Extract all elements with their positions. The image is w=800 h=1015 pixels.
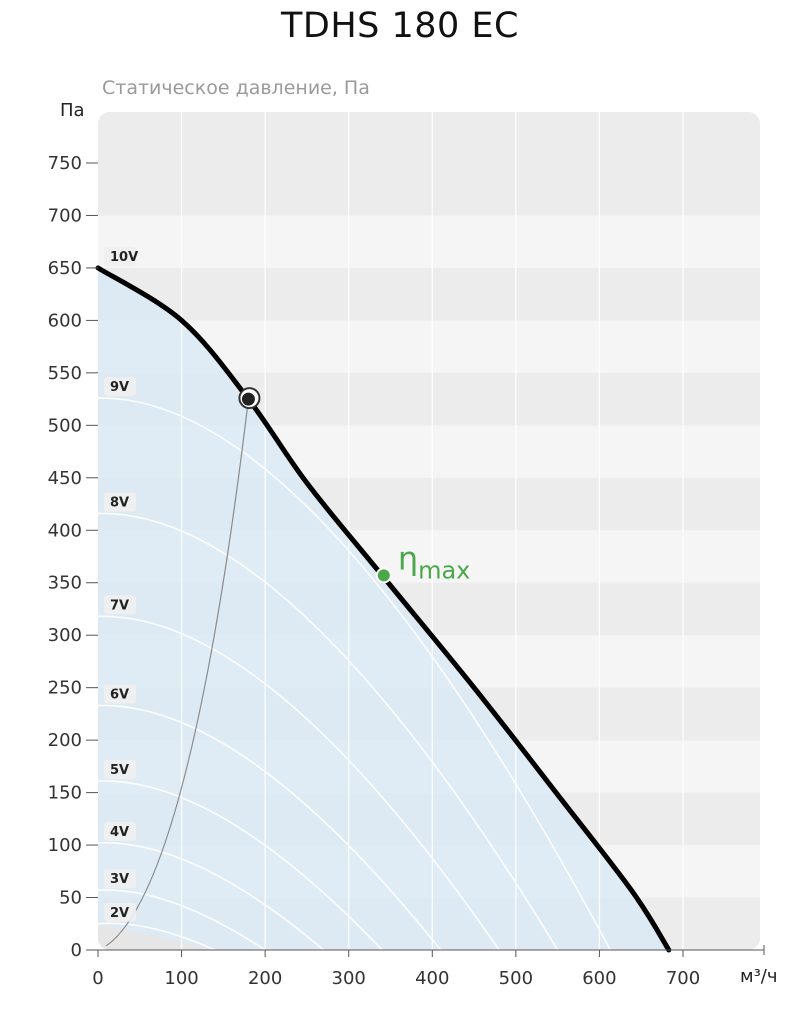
label-9V: 9V (110, 380, 129, 395)
label-8V: 8V (110, 495, 129, 510)
y-tick-label: 350 (48, 573, 82, 594)
curve-4V (98, 842, 325, 950)
grid-band (98, 267, 760, 321)
x-tick-label: 600 (582, 968, 616, 989)
label-bg (104, 869, 136, 889)
voltage-curves (98, 397, 611, 950)
label-bg (104, 684, 136, 704)
y-tick-label: 550 (48, 363, 82, 384)
label-bg (104, 377, 136, 397)
label-bg (104, 595, 136, 615)
label-bg (104, 492, 136, 512)
y-tick-label: 600 (48, 310, 82, 331)
label-4V: 4V (110, 825, 129, 840)
x-tick-label: 500 (499, 968, 533, 989)
label-10V: 10V (110, 250, 138, 265)
grid-band-top (98, 112, 760, 163)
label-bg (104, 821, 136, 841)
curve-labels: 10V 9V 8V 7V 6V 5V 4V 3V 2V (104, 246, 138, 922)
x-tick-label: 400 (415, 968, 449, 989)
operating-area (98, 267, 669, 950)
y-tick-label: 150 (48, 783, 82, 804)
x-tick-label: 300 (332, 968, 366, 989)
curve-9V (98, 397, 611, 950)
y-tick-label: 100 (48, 835, 82, 856)
x-tick-label: 100 (164, 968, 198, 989)
operating-point-dot (241, 392, 255, 406)
y-tick-label: 250 (48, 678, 82, 699)
y-tick-label: 650 (48, 258, 82, 279)
grid-band (98, 215, 760, 268)
low-region (98, 923, 215, 950)
y-tick-label: 400 (48, 520, 82, 541)
axes: 0 100 200 300 400 500 600 700 0 50 100 150 200 250 300… (48, 153, 765, 989)
label-2V: 2V (110, 906, 129, 921)
eta-symbol: η (398, 539, 418, 577)
label-bg (104, 246, 136, 266)
x-axis-label: м³/ч (740, 966, 778, 987)
label-bg (104, 760, 136, 780)
x-tick-label: 0 (92, 968, 103, 989)
chart-subtitle: Статическое давление, Па (102, 77, 370, 99)
label-6V: 6V (110, 688, 129, 703)
y-tick-label: 700 (48, 205, 82, 226)
curve-3V (98, 889, 266, 950)
y-tick-label: 300 (48, 625, 82, 646)
label-5V: 5V (110, 763, 129, 778)
curve-7V (98, 615, 500, 950)
curve-5V (98, 780, 383, 950)
y-tick-label: 0 (71, 940, 82, 961)
eta-max-point (377, 569, 390, 582)
label-bg (104, 902, 136, 922)
operating-area-fill (98, 267, 669, 950)
y-tick-label: 200 (48, 730, 82, 751)
label-3V: 3V (110, 872, 129, 887)
eta-subscript: max (418, 556, 470, 584)
x-tick-label: 700 (666, 968, 700, 989)
y-tick-label: 50 (59, 888, 82, 909)
grid-lines (180, 112, 684, 950)
y-tick-label: 500 (48, 415, 82, 436)
chart-title: TDHS 180 EC (281, 6, 519, 46)
y-tick-label: 750 (48, 153, 82, 174)
curve-8V (98, 512, 559, 950)
y-axis-label: Па (60, 100, 85, 121)
x-tick-label: 200 (248, 968, 282, 989)
y-tick-label: 450 (48, 468, 82, 489)
grid-band (98, 163, 760, 216)
curve-2V (98, 922, 216, 950)
eta-max-label: ηmax (398, 539, 471, 584)
curve-6V (98, 704, 442, 950)
markers: ηmax (238, 387, 471, 584)
label-7V: 7V (110, 598, 129, 613)
